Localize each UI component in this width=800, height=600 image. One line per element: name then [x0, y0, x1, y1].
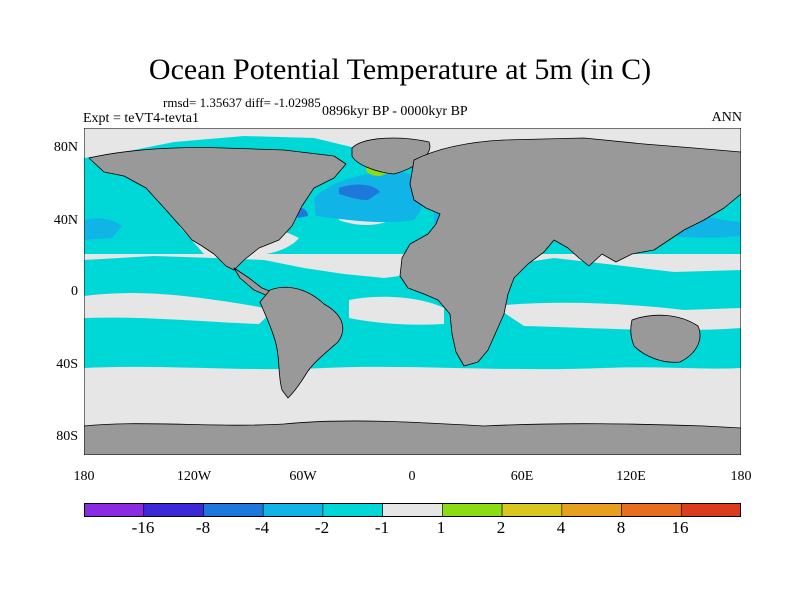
north-america — [88, 147, 347, 271]
land — [84, 137, 741, 455]
antarctica — [84, 420, 741, 455]
south-america — [259, 286, 344, 399]
lat-label-0: 0 — [71, 284, 78, 299]
colorbar-box — [442, 503, 503, 517]
colorbar — [84, 503, 741, 517]
map-panel — [84, 128, 741, 455]
lat-label-80s: 80S — [56, 429, 78, 444]
colorbar-box — [322, 503, 383, 517]
lon-label-120w: 120W — [176, 469, 212, 484]
colorbar-frame — [84, 503, 741, 517]
lat-label-40n: 40N — [53, 213, 78, 228]
lat-label-80n: 80N — [53, 140, 78, 155]
chart-title: Ocean Potential Temperature at 5m (in C) — [148, 53, 652, 86]
colorbar-label: 8 — [616, 518, 626, 537]
eurasia-africa — [399, 137, 741, 367]
experiment-label: Expt = teVT4-tevta1 — [83, 111, 199, 126]
lon-label-60w: 60W — [289, 469, 317, 484]
colorbar-box — [561, 503, 622, 517]
colorbar-label: -16 — [131, 518, 155, 537]
stats-text: rmsd= 1.35637 diff= -1.02985 — [163, 95, 321, 110]
lon-label-0: 0 — [408, 469, 416, 484]
colorbar-label: 4 — [556, 518, 566, 537]
period-label: 0896kyr BP - 0000kyr BP — [322, 104, 468, 119]
colorbar-box — [382, 503, 443, 517]
colorbar-label: 1 — [436, 518, 446, 537]
lon-label-180w: 180 — [73, 469, 95, 484]
colorbar-box — [680, 503, 741, 517]
lon-label-180e: 180 — [730, 469, 752, 484]
colorbar-box — [621, 503, 682, 517]
colorbar-box — [501, 503, 563, 517]
colorbar-label: -2 — [314, 518, 330, 537]
lat-label-40s: 40S — [56, 357, 78, 372]
colorbar-label: -4 — [254, 518, 270, 537]
colorbar-box — [143, 503, 204, 517]
colorbar-box — [84, 503, 145, 517]
lon-label-120e: 120E — [616, 469, 646, 484]
colorbar-label: 2 — [496, 518, 506, 537]
colorbar-box — [262, 503, 324, 517]
colorbar-label: -8 — [195, 518, 211, 537]
colorbar-label: -1 — [374, 518, 390, 537]
colorbar-box — [203, 503, 264, 517]
colorbar-label: 16 — [671, 518, 689, 537]
season-label: ANN — [711, 110, 742, 125]
lon-label-60e: 60E — [510, 469, 534, 484]
australia — [630, 314, 701, 363]
